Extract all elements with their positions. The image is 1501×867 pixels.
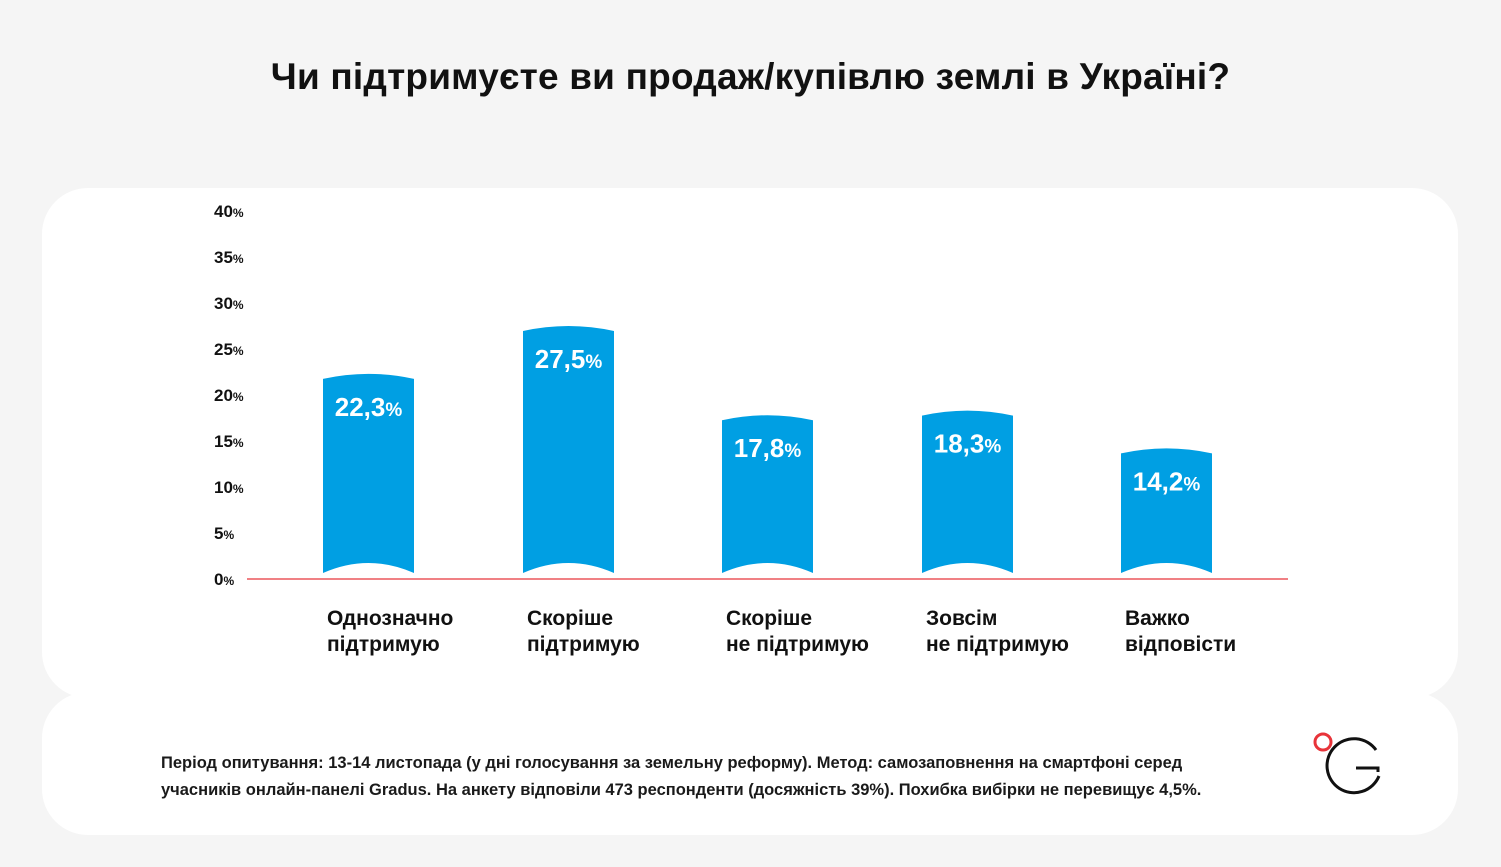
category-label: не підтримую — [926, 633, 1069, 656]
bar — [523, 326, 614, 573]
y-tick-label: 0% — [214, 570, 234, 589]
category-label: Скоріше — [726, 607, 812, 630]
category-label: Скоріше — [527, 607, 613, 630]
footnote-line-2: учасників онлайн-панелі Gradus. На анкет… — [161, 781, 1202, 799]
bar-value-label: 14,2% — [1133, 466, 1201, 496]
footnote-panel — [42, 692, 1458, 835]
y-tick-label: 35% — [214, 248, 244, 267]
bar-value-label: 27,5% — [535, 344, 603, 374]
category-label: не підтримую — [726, 633, 869, 656]
category-label: Зовсім — [926, 607, 997, 630]
bar-value-label: 18,3% — [934, 429, 1002, 459]
footnote: Період опитування: 13-14 листопада (у дн… — [161, 750, 1291, 804]
y-tick-label: 40% — [214, 202, 244, 221]
category-label: Однозначно — [327, 607, 453, 630]
category-label: відповісти — [1125, 633, 1236, 656]
bar-value-label: 17,8% — [734, 433, 802, 463]
y-tick-label: 10% — [214, 478, 244, 497]
chart-title: Чи підтримуєте ви продаж/купівлю землі в… — [270, 56, 1231, 97]
category-label: Важко — [1125, 607, 1190, 630]
gradus-logo-icon — [1313, 732, 1381, 795]
footnote-line-1: Період опитування: 13-14 листопада (у дн… — [161, 754, 1183, 772]
y-tick-label: 20% — [214, 386, 244, 405]
bar — [323, 373, 414, 573]
bar — [1121, 448, 1212, 573]
y-tick-label: 15% — [214, 432, 244, 451]
category-label: підтримую — [527, 633, 640, 656]
category-label: підтримую — [327, 633, 440, 656]
bar — [722, 415, 813, 573]
bar-value-label: 22,3% — [335, 392, 403, 422]
bar — [922, 410, 1013, 573]
y-tick-label: 30% — [214, 294, 244, 313]
y-tick-label: 5% — [214, 524, 234, 543]
y-tick-label: 25% — [214, 340, 244, 359]
